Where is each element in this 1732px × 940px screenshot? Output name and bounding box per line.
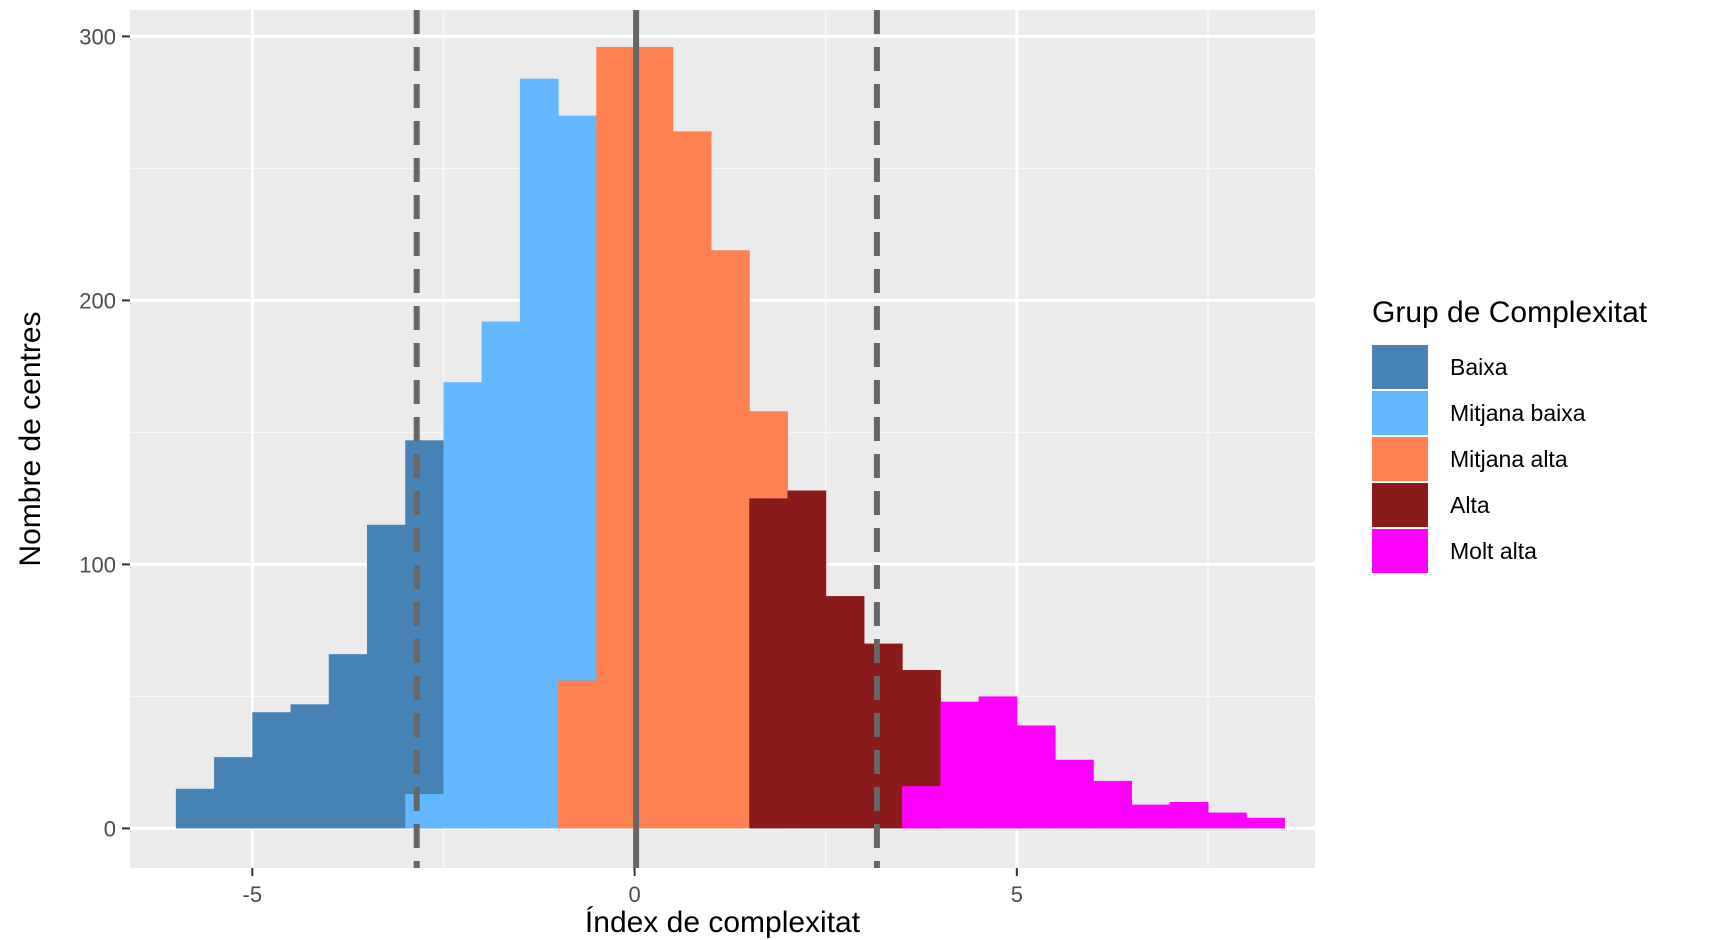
legend-label: Alta: [1450, 491, 1490, 518]
reference-lines: [413, 10, 880, 868]
bar-baixa: [405, 440, 444, 829]
y-axis-ticks: 0 100 200 300: [79, 24, 130, 841]
bar-molt-alta: [940, 701, 980, 829]
bar-mitjana-baixa: [519, 78, 559, 829]
bar-mitjana-baixa: [481, 321, 521, 829]
bar-alta: [749, 498, 788, 829]
bar-mitjana-alta: [634, 46, 674, 829]
histogram-bars: [175, 46, 1285, 829]
legend-title: Grup de Complexitat: [1372, 296, 1648, 329]
y-tick-label: 300: [79, 24, 116, 49]
y-tick-label: 200: [79, 288, 116, 313]
legend-item-mitjana-baixa: Mitjana baixa: [1372, 390, 1647, 436]
bar-molt-alta: [1207, 812, 1247, 829]
bar-baixa: [252, 712, 292, 829]
bar-mitjana-baixa: [443, 382, 483, 829]
legend-key-mitjana-alta: [1372, 437, 1428, 481]
legend-key-alta: [1372, 483, 1428, 527]
bar-baixa: [328, 654, 368, 829]
x-tick-label: 5: [1011, 882, 1023, 907]
legend-key-baixa: [1372, 345, 1428, 389]
legend: Grup de Complexitat Baixa Mitjana baixa …: [1372, 296, 1647, 574]
bar-molt-alta: [902, 786, 941, 829]
x-axis-ticks: -5 0 5: [243, 868, 1023, 907]
bar-mitjana-alta: [558, 680, 597, 829]
bar-molt-alta: [1246, 817, 1285, 829]
bar-molt-alta: [1169, 802, 1209, 829]
x-tick-label: -5: [243, 882, 263, 907]
bar-mitjana-alta: [596, 46, 636, 829]
bar-alta: [863, 643, 903, 829]
bar-mitjana-baixa: [405, 794, 444, 829]
bar-baixa: [290, 704, 330, 829]
legend-label: Baixa: [1450, 353, 1508, 380]
bar-baixa: [175, 788, 215, 829]
bar-alta: [825, 596, 865, 829]
y-tick-label: 0: [104, 816, 116, 841]
x-axis-title: Índex de complexitat: [585, 906, 861, 939]
y-tick-label: 100: [79, 552, 116, 577]
bar-molt-alta: [1131, 804, 1171, 829]
legend-key-molt-alta: [1372, 529, 1428, 573]
bar-molt-alta: [1016, 725, 1056, 829]
bar-molt-alta: [1093, 780, 1133, 829]
bar-mitjana-alta: [711, 250, 750, 829]
legend-item-molt-alta: Molt alta: [1372, 528, 1647, 574]
bar-molt-alta: [1055, 759, 1094, 829]
bar-baixa: [367, 524, 406, 829]
bar-mitjana-alta: [672, 131, 712, 829]
legend-item-alta: Alta: [1372, 482, 1647, 528]
y-axis-title: Nombre de centres: [14, 311, 47, 566]
bar-molt-alta: [978, 696, 1018, 829]
x-tick-label: 0: [628, 882, 640, 907]
legend-label: Mitjana baixa: [1450, 399, 1586, 426]
legend-key-mitjana-baixa: [1372, 391, 1428, 435]
legend-item-mitjana-alta: Mitjana alta: [1372, 436, 1647, 482]
legend-label: Molt alta: [1450, 537, 1537, 564]
legend-item-baixa: Baixa: [1372, 344, 1647, 390]
legend-label: Mitjana alta: [1450, 445, 1568, 472]
bar-baixa: [214, 757, 253, 829]
bar-alta: [787, 490, 827, 829]
